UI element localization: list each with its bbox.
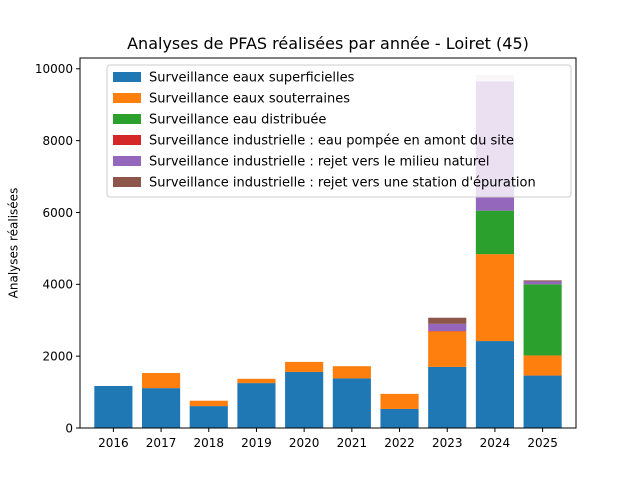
x-tick-label: 2024 <box>480 436 511 450</box>
y-tick-label: 6000 <box>42 206 73 220</box>
x-tick-label: 2016 <box>98 436 129 450</box>
legend-label: Surveillance eau distribuée <box>149 113 326 128</box>
legend-frame <box>106 64 572 198</box>
bar-2022-series-1 <box>380 393 419 409</box>
bar-2025-series-0 <box>523 375 562 428</box>
bar-2025-series-1 <box>523 355 562 376</box>
x-tick-label: 2023 <box>432 436 463 450</box>
bar-2020-series-0 <box>285 371 324 428</box>
bar-2025-series-5 <box>523 280 562 282</box>
plot-frame <box>79 57 577 429</box>
legend-label: Surveillance eaux superficielles <box>149 71 355 86</box>
legend-label: Surveillance industrielle : rejet vers l… <box>149 155 490 170</box>
legend-swatch <box>113 156 141 166</box>
x-tick-label: 2018 <box>193 436 224 450</box>
y-tick-label: 0 <box>65 421 73 435</box>
y-tick-label: 4000 <box>42 278 73 292</box>
legend-swatch <box>113 72 141 82</box>
bar-2024-series-0 <box>475 341 514 428</box>
legend-label: Surveillance eaux souterraines <box>149 92 350 107</box>
bar-2017-series-1 <box>142 373 181 389</box>
bar-2017-series-0 <box>142 388 181 428</box>
y-tick-label: 8000 <box>42 134 73 148</box>
legend-swatch <box>113 93 141 103</box>
bar-2020-series-1 <box>285 361 324 372</box>
legend-label: Surveillance industrielle : eau pompée e… <box>149 134 514 149</box>
x-tick-label: 2022 <box>384 436 415 450</box>
bar-2019-series-0 <box>237 383 276 428</box>
legend-label: Surveillance industrielle : rejet vers u… <box>149 176 536 191</box>
legend-swatch <box>113 177 141 187</box>
x-tick-label: 2025 <box>527 436 558 450</box>
x-tick-label: 2021 <box>337 436 368 450</box>
bar-2021-series-0 <box>332 378 371 428</box>
x-tick-label: 2017 <box>146 436 177 450</box>
legend-swatch <box>113 135 141 145</box>
chart-title: Analyses de PFAS réalisées par année - L… <box>127 34 529 53</box>
bar-2025-series-4 <box>523 281 562 285</box>
bar-2025-series-2 <box>523 284 562 356</box>
y-tick-label: 2000 <box>42 349 73 363</box>
bar-2022-series-0 <box>380 408 419 428</box>
bar-2018-series-1 <box>189 400 228 407</box>
bar-2024-series-1 <box>475 254 514 342</box>
bar-2019-series-1 <box>237 378 276 384</box>
bar-2023-series-1 <box>428 331 467 367</box>
x-tick-label: 2020 <box>289 436 320 450</box>
bar-2023-series-5 <box>428 317 467 324</box>
bar-2018-series-0 <box>189 406 228 428</box>
bar-2016-series-0 <box>94 385 133 428</box>
bar-2023-series-4 <box>428 323 467 332</box>
y-axis-label: Analyses réalisées <box>7 188 21 299</box>
legend: Surveillance eaux superficielles Surveill… <box>106 64 572 198</box>
bar-2023-series-0 <box>428 366 467 428</box>
y-tick-label: 10000 <box>35 62 73 76</box>
x-tick-label: 2019 <box>241 436 272 450</box>
axis-layer: 2016 2017 2018 2019 2020 2021 2022 2023 2024 2025… <box>35 62 558 450</box>
bar-2024-series-2 <box>475 210 514 255</box>
legend-swatch <box>113 114 141 124</box>
bar-2021-series-1 <box>332 366 371 379</box>
